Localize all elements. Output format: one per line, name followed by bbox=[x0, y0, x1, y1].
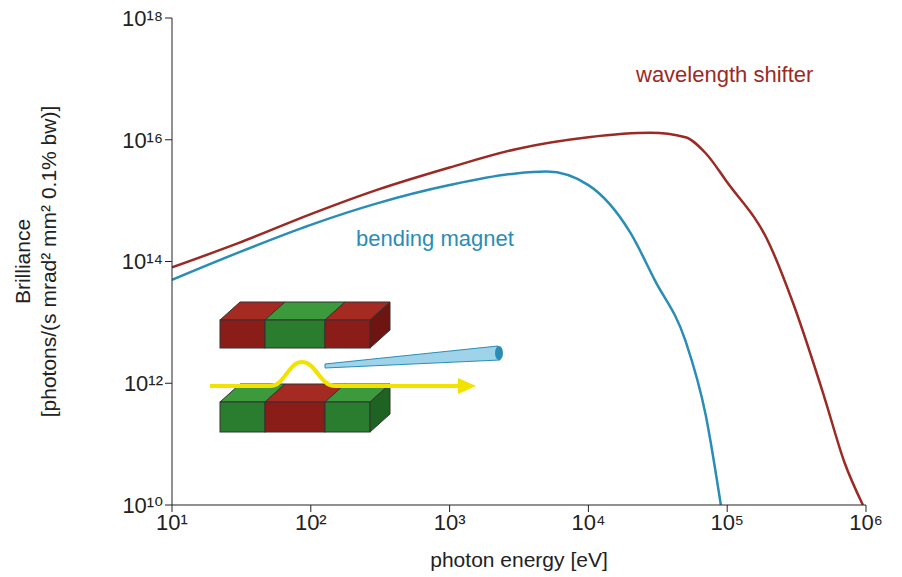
svg-text:10²: 10² bbox=[295, 510, 327, 535]
svg-text:10¹²: 10¹² bbox=[124, 371, 163, 396]
svg-text:[photons/(s mrad² mm² 0.1% bw): [photons/(s mrad² mm² 0.1% bw)] bbox=[37, 106, 60, 418]
svg-text:10¹⁴: 10¹⁴ bbox=[122, 249, 163, 274]
html-text:bending magnet: bending magnet bbox=[356, 226, 514, 251]
svg-text:10¹: 10¹ bbox=[156, 509, 188, 535]
svg-text:10¹⁶: 10¹⁶ bbox=[122, 128, 163, 153]
html-text:wavelength shifter: wavelength shifter bbox=[636, 62, 814, 87]
svg-text:10¹⁸: 10¹⁸ bbox=[122, 6, 163, 31]
svg-text:10¹⁰: 10¹⁰ bbox=[122, 493, 163, 518]
svg-text:Brilliance: Brilliance bbox=[11, 219, 34, 304]
svg-text:photon energy [eV]: photon energy [eV] bbox=[430, 548, 607, 571]
svg-text:10³: 10³ bbox=[434, 510, 466, 535]
svg-text:10⁴: 10⁴ bbox=[571, 510, 605, 535]
svg-text:10⁵: 10⁵ bbox=[710, 510, 744, 535]
svg-text:10⁶: 10⁶ bbox=[849, 510, 883, 535]
